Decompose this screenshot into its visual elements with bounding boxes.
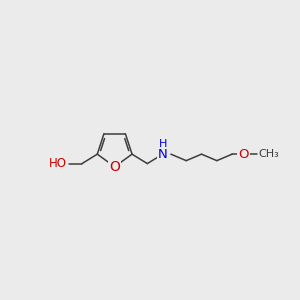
Text: O: O	[109, 160, 120, 174]
Text: HO: HO	[49, 157, 67, 170]
Text: H: H	[158, 139, 167, 149]
Text: O: O	[238, 148, 249, 161]
Text: N: N	[158, 148, 167, 161]
Text: CH₃: CH₃	[258, 149, 279, 159]
